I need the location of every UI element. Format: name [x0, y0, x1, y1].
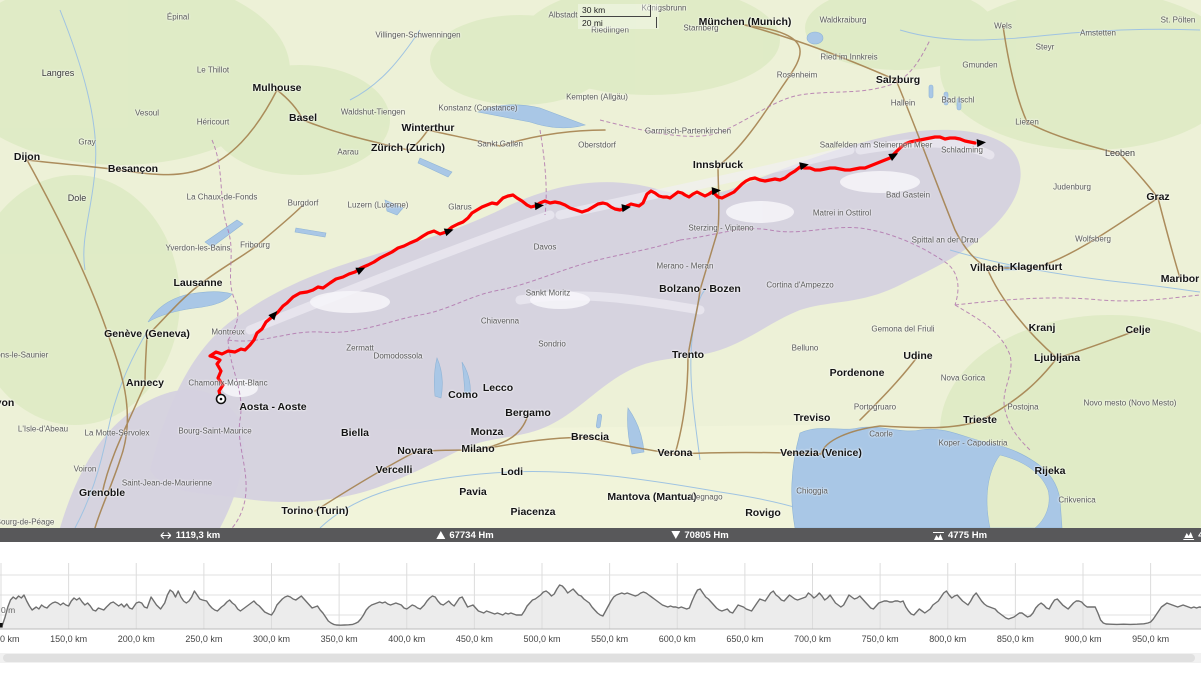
profile-scrollbar-thumb[interactable] — [3, 654, 1195, 662]
stat-distance: 1119,3 km — [160, 528, 220, 542]
min-elevation-icon — [1183, 531, 1195, 540]
elevation-profile-svg: 0 m 100,0 km 150,0 km 200,0 km 250,0 km 300,0… — [0, 563, 1201, 644]
stats-bar: 1119,3 km 67734 Hm 70805 Hm 4775 Hm 44 — [0, 528, 1201, 542]
profile-x-tick: 700,0 km — [794, 634, 831, 644]
ascent-icon — [436, 531, 446, 539]
alps-terrain — [150, 129, 1021, 502]
profile-x-tick: 350,0 km — [321, 634, 358, 644]
stat-value: 1119,3 km — [175, 529, 221, 541]
stat-value: 67734 Hm — [449, 529, 494, 541]
istria-peninsula — [986, 454, 1050, 528]
distance-icon — [160, 531, 172, 540]
descent-icon — [671, 531, 681, 539]
profile-line[interactable] — [0, 584, 1201, 627]
profile-x-tick: 300,0 km — [253, 634, 290, 644]
profile-x-tick: 650,0 km — [726, 634, 763, 644]
map-base: . — [0, 0, 1201, 528]
profile-x-tick: 200,0 km — [118, 634, 155, 644]
stat-min-elevation: 44 — [1183, 528, 1201, 542]
max-elevation-icon — [932, 531, 944, 540]
stat-value: 4775 Hm — [947, 529, 988, 541]
profile-x-tick: 850,0 km — [997, 634, 1034, 644]
profile-x-tick: 400,0 km — [388, 634, 425, 644]
stat-ascent: 67734 Hm — [436, 528, 494, 542]
scalebar-km: 30 km — [580, 5, 651, 17]
elevation-profile-chart[interactable]: 0 m 100,0 km 150,0 km 200,0 km 250,0 km 300,0… — [0, 563, 1201, 651]
rivers — [59, 9, 1201, 528]
route-start-marker-dot — [219, 397, 223, 401]
profile-scrollbar[interactable] — [0, 653, 1201, 663]
profile-area — [0, 585, 1201, 629]
stat-descent: 70805 Hm — [671, 528, 729, 542]
profile-x-tick: 750,0 km — [862, 634, 899, 644]
map-container[interactable]: . — [0, 0, 1201, 528]
stat-max-elevation: 4775 Hm — [932, 528, 988, 542]
route-direction-arrow — [355, 267, 366, 276]
profile-x-tick: 550,0 km — [591, 634, 628, 644]
route-direction-arrow — [799, 162, 809, 171]
route-direction-arrow — [268, 311, 278, 321]
route-layer — [208, 135, 986, 405]
profile-x-tick: 150,0 km — [50, 634, 87, 644]
route-path[interactable] — [208, 135, 977, 401]
french-alps-terrain — [60, 389, 244, 528]
route-direction-arrow — [443, 228, 454, 237]
profile-x-tick: 450,0 km — [456, 634, 493, 644]
roads — [26, 24, 1181, 528]
route-direction-arrow — [534, 202, 544, 211]
profile-x-tick: 600,0 km — [659, 634, 696, 644]
profile-x-tick: 100,0 km — [0, 634, 20, 644]
route-direction-arrow — [621, 204, 631, 213]
profile-x-tick: 800,0 km — [929, 634, 966, 644]
stat-value: 44 — [1198, 529, 1201, 541]
borders — [211, 39, 1201, 528]
scalebar: 30 km 20 mi — [578, 4, 659, 29]
profile-x-tick: 500,0 km — [523, 634, 560, 644]
route-direction-arrow — [711, 187, 721, 196]
profile-y-label-partial: 0 m — [1, 605, 15, 615]
profile-x-tick: 250,0 km — [185, 634, 222, 644]
route-direction-arrow — [888, 153, 899, 162]
snow-peaks — [222, 171, 920, 397]
profile-start-marker — [0, 623, 3, 628]
route-direction-arrow — [976, 139, 986, 148]
profile-x-tick: 950,0 km — [1132, 634, 1169, 644]
scalebar-mi: 20 mi — [580, 17, 657, 28]
stat-value: 70805 Hm — [684, 529, 729, 541]
profile-x-tick: 900,0 km — [1064, 634, 1101, 644]
